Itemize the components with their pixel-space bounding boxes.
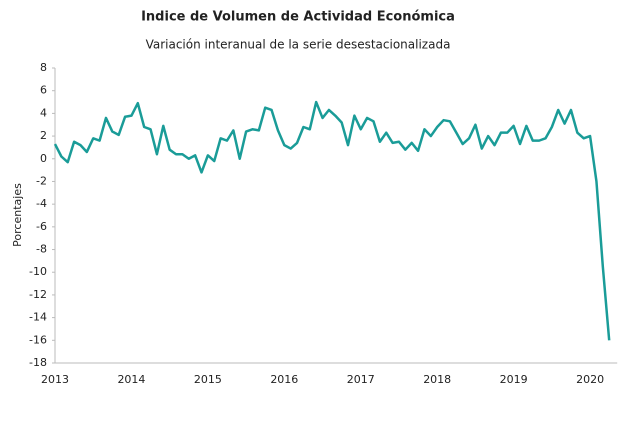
y-tick-label: -18 (29, 356, 47, 369)
x-tick-label: 2014 (117, 373, 145, 386)
x-tick-label: 2020 (576, 373, 604, 386)
x-tick-label: 2013 (41, 373, 69, 386)
y-tick-label: 0 (40, 152, 47, 165)
y-tick-label: -8 (36, 243, 47, 256)
y-tick-label: -14 (29, 311, 47, 324)
x-tick-label: 2019 (500, 373, 528, 386)
y-tick-label: -10 (29, 265, 47, 278)
y-tick-label: 4 (40, 106, 47, 119)
y-tick-label: -12 (29, 288, 47, 301)
chart-subtitle: Variación interanual de la serie desesta… (146, 38, 451, 52)
y-tick-label: 6 (40, 84, 47, 97)
y-tick-label: -16 (29, 333, 47, 346)
x-tick-label: 2018 (423, 373, 451, 386)
y-tick-label: 2 (40, 129, 47, 142)
y-tick-label: -2 (36, 174, 47, 187)
y-tick-label: -4 (36, 197, 47, 210)
y-axis-label: Porcentajes (11, 183, 24, 247)
x-tick-label: 2015 (194, 373, 222, 386)
data-line (53, 100, 611, 341)
chart-title: Indice de Volumen de Actividad Económica (141, 10, 455, 25)
y-tick-label: 8 (40, 61, 47, 74)
x-tick-label: 2017 (347, 373, 375, 386)
y-tick-label: -6 (36, 220, 47, 233)
x-tick-label: 2016 (270, 373, 298, 386)
